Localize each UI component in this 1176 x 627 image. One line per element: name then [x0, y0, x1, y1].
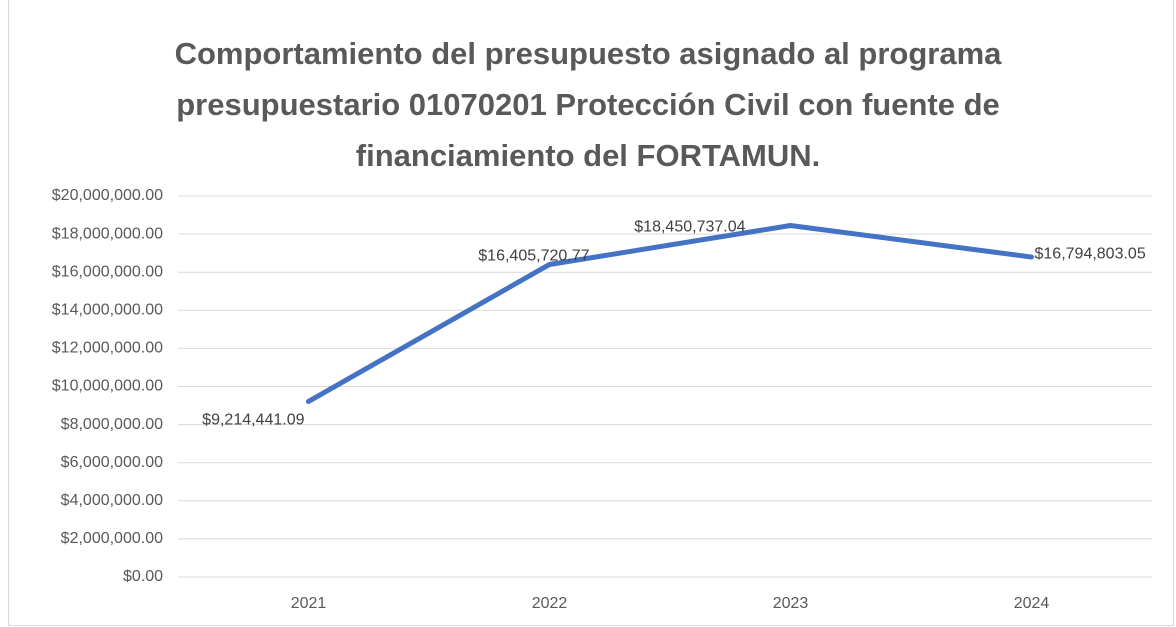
data-label: $16,405,720.77 — [478, 248, 589, 265]
line-series — [306, 223, 1034, 404]
y-tick-label: $0.00 — [123, 568, 163, 585]
data-label: $9,214,441.09 — [202, 412, 304, 429]
data-label: $16,794,803.05 — [1035, 245, 1146, 262]
y-tick-label: $10,000,000.00 — [52, 378, 163, 395]
y-tick-label: $16,000,000.00 — [52, 263, 163, 280]
chart-title: Comportamiento del presupuesto asignado … — [174, 36, 1002, 173]
x-tick-label: 2024 — [1014, 595, 1050, 612]
x-tick-label: 2021 — [291, 595, 327, 612]
y-tick-label: $4,000,000.00 — [61, 492, 163, 509]
y-tick-label: $6,000,000.00 — [61, 454, 163, 471]
y-tick-label: $8,000,000.00 — [61, 416, 163, 433]
x-tick-label: 2022 — [532, 595, 568, 612]
data-label: $18,450,737.04 — [634, 219, 745, 236]
y-tick-label: $2,000,000.00 — [61, 530, 163, 547]
x-tick-label: 2023 — [773, 595, 809, 612]
y-tick-label: $14,000,000.00 — [52, 302, 163, 319]
y-tick-label: $20,000,000.00 — [52, 187, 163, 204]
y-tick-label: $18,000,000.00 — [52, 225, 163, 242]
y-tick-label: $12,000,000.00 — [52, 340, 163, 357]
chart-frame — [8, 0, 1174, 626]
